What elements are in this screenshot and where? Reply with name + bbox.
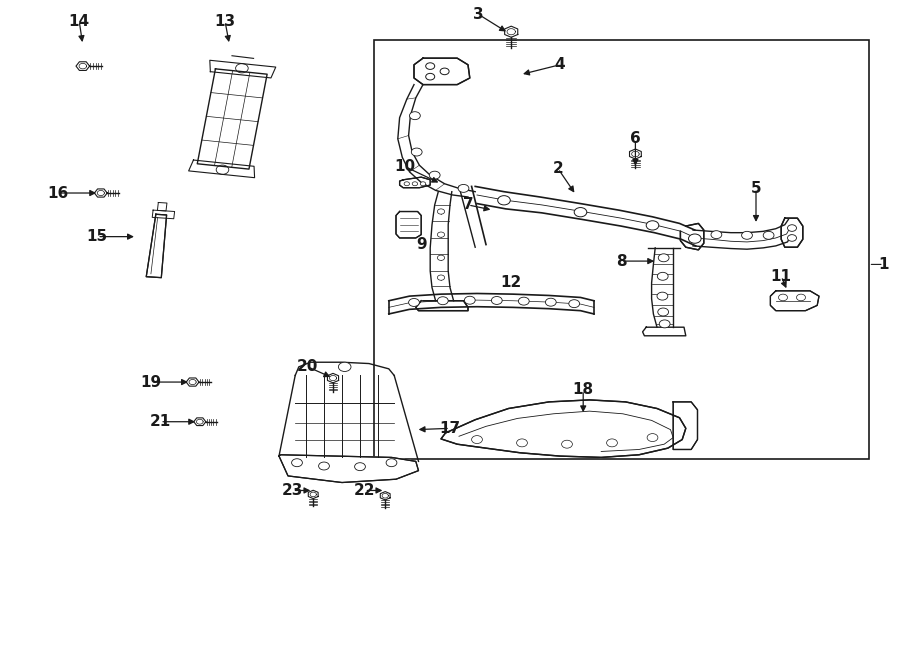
Circle shape	[409, 299, 419, 307]
Circle shape	[658, 308, 669, 316]
Circle shape	[763, 231, 774, 239]
Text: 17: 17	[439, 421, 461, 436]
Polygon shape	[416, 301, 468, 311]
Text: 13: 13	[214, 14, 236, 28]
Text: 14: 14	[68, 14, 90, 28]
Text: 9: 9	[416, 237, 427, 252]
Text: 16: 16	[47, 186, 68, 200]
Circle shape	[491, 297, 502, 305]
Circle shape	[657, 292, 668, 300]
Polygon shape	[475, 186, 696, 246]
Circle shape	[659, 320, 670, 328]
Circle shape	[498, 196, 510, 205]
Circle shape	[410, 112, 420, 120]
Circle shape	[545, 298, 556, 306]
Circle shape	[437, 209, 445, 214]
Polygon shape	[430, 192, 454, 301]
Circle shape	[404, 182, 410, 186]
Circle shape	[458, 184, 469, 192]
Circle shape	[518, 297, 529, 305]
Circle shape	[440, 68, 449, 75]
Text: 11: 11	[770, 269, 792, 284]
Polygon shape	[441, 400, 686, 457]
Text: 12: 12	[500, 276, 522, 290]
Polygon shape	[146, 214, 166, 278]
Circle shape	[607, 439, 617, 447]
Polygon shape	[389, 293, 594, 314]
Circle shape	[574, 208, 587, 217]
Circle shape	[788, 235, 796, 241]
Polygon shape	[400, 177, 430, 188]
Circle shape	[426, 73, 435, 80]
Circle shape	[657, 272, 668, 280]
Circle shape	[338, 362, 351, 371]
Text: 8: 8	[616, 254, 626, 268]
Text: 4: 4	[554, 58, 565, 72]
Polygon shape	[680, 223, 704, 250]
Polygon shape	[673, 402, 698, 449]
Text: 1: 1	[878, 257, 889, 272]
Circle shape	[646, 221, 659, 230]
Polygon shape	[652, 248, 673, 327]
Circle shape	[742, 231, 752, 239]
Circle shape	[420, 182, 426, 186]
Circle shape	[437, 232, 445, 237]
Text: 20: 20	[297, 360, 319, 374]
Bar	[374, 40, 868, 459]
Circle shape	[464, 296, 475, 304]
Circle shape	[386, 459, 397, 467]
Circle shape	[437, 275, 445, 280]
Circle shape	[437, 297, 448, 305]
Text: 19: 19	[140, 375, 162, 389]
Text: 15: 15	[86, 229, 108, 244]
Text: 22: 22	[354, 483, 375, 498]
Polygon shape	[414, 58, 470, 85]
Circle shape	[355, 463, 365, 471]
Text: 2: 2	[553, 161, 563, 176]
Text: 23: 23	[282, 483, 303, 498]
Circle shape	[658, 254, 669, 262]
Circle shape	[562, 440, 572, 448]
Text: 5: 5	[751, 181, 761, 196]
Circle shape	[472, 436, 482, 444]
Circle shape	[569, 299, 580, 307]
Polygon shape	[279, 455, 418, 483]
Circle shape	[319, 462, 329, 470]
Text: 21: 21	[149, 414, 171, 429]
Text: 7: 7	[463, 198, 473, 212]
Circle shape	[292, 459, 302, 467]
Circle shape	[412, 182, 418, 186]
Circle shape	[796, 294, 806, 301]
Circle shape	[517, 439, 527, 447]
Polygon shape	[396, 212, 421, 238]
Circle shape	[778, 294, 788, 301]
Circle shape	[788, 225, 796, 231]
Polygon shape	[770, 291, 819, 311]
Circle shape	[437, 255, 445, 260]
Circle shape	[429, 171, 440, 179]
Circle shape	[426, 63, 435, 69]
Polygon shape	[781, 218, 803, 247]
Text: 18: 18	[572, 383, 594, 397]
Circle shape	[711, 231, 722, 239]
Circle shape	[688, 234, 701, 243]
Circle shape	[647, 434, 658, 442]
Text: 10: 10	[394, 159, 416, 174]
Text: 3: 3	[473, 7, 484, 22]
Circle shape	[411, 148, 422, 156]
Polygon shape	[693, 219, 791, 249]
Text: 6: 6	[630, 132, 641, 146]
